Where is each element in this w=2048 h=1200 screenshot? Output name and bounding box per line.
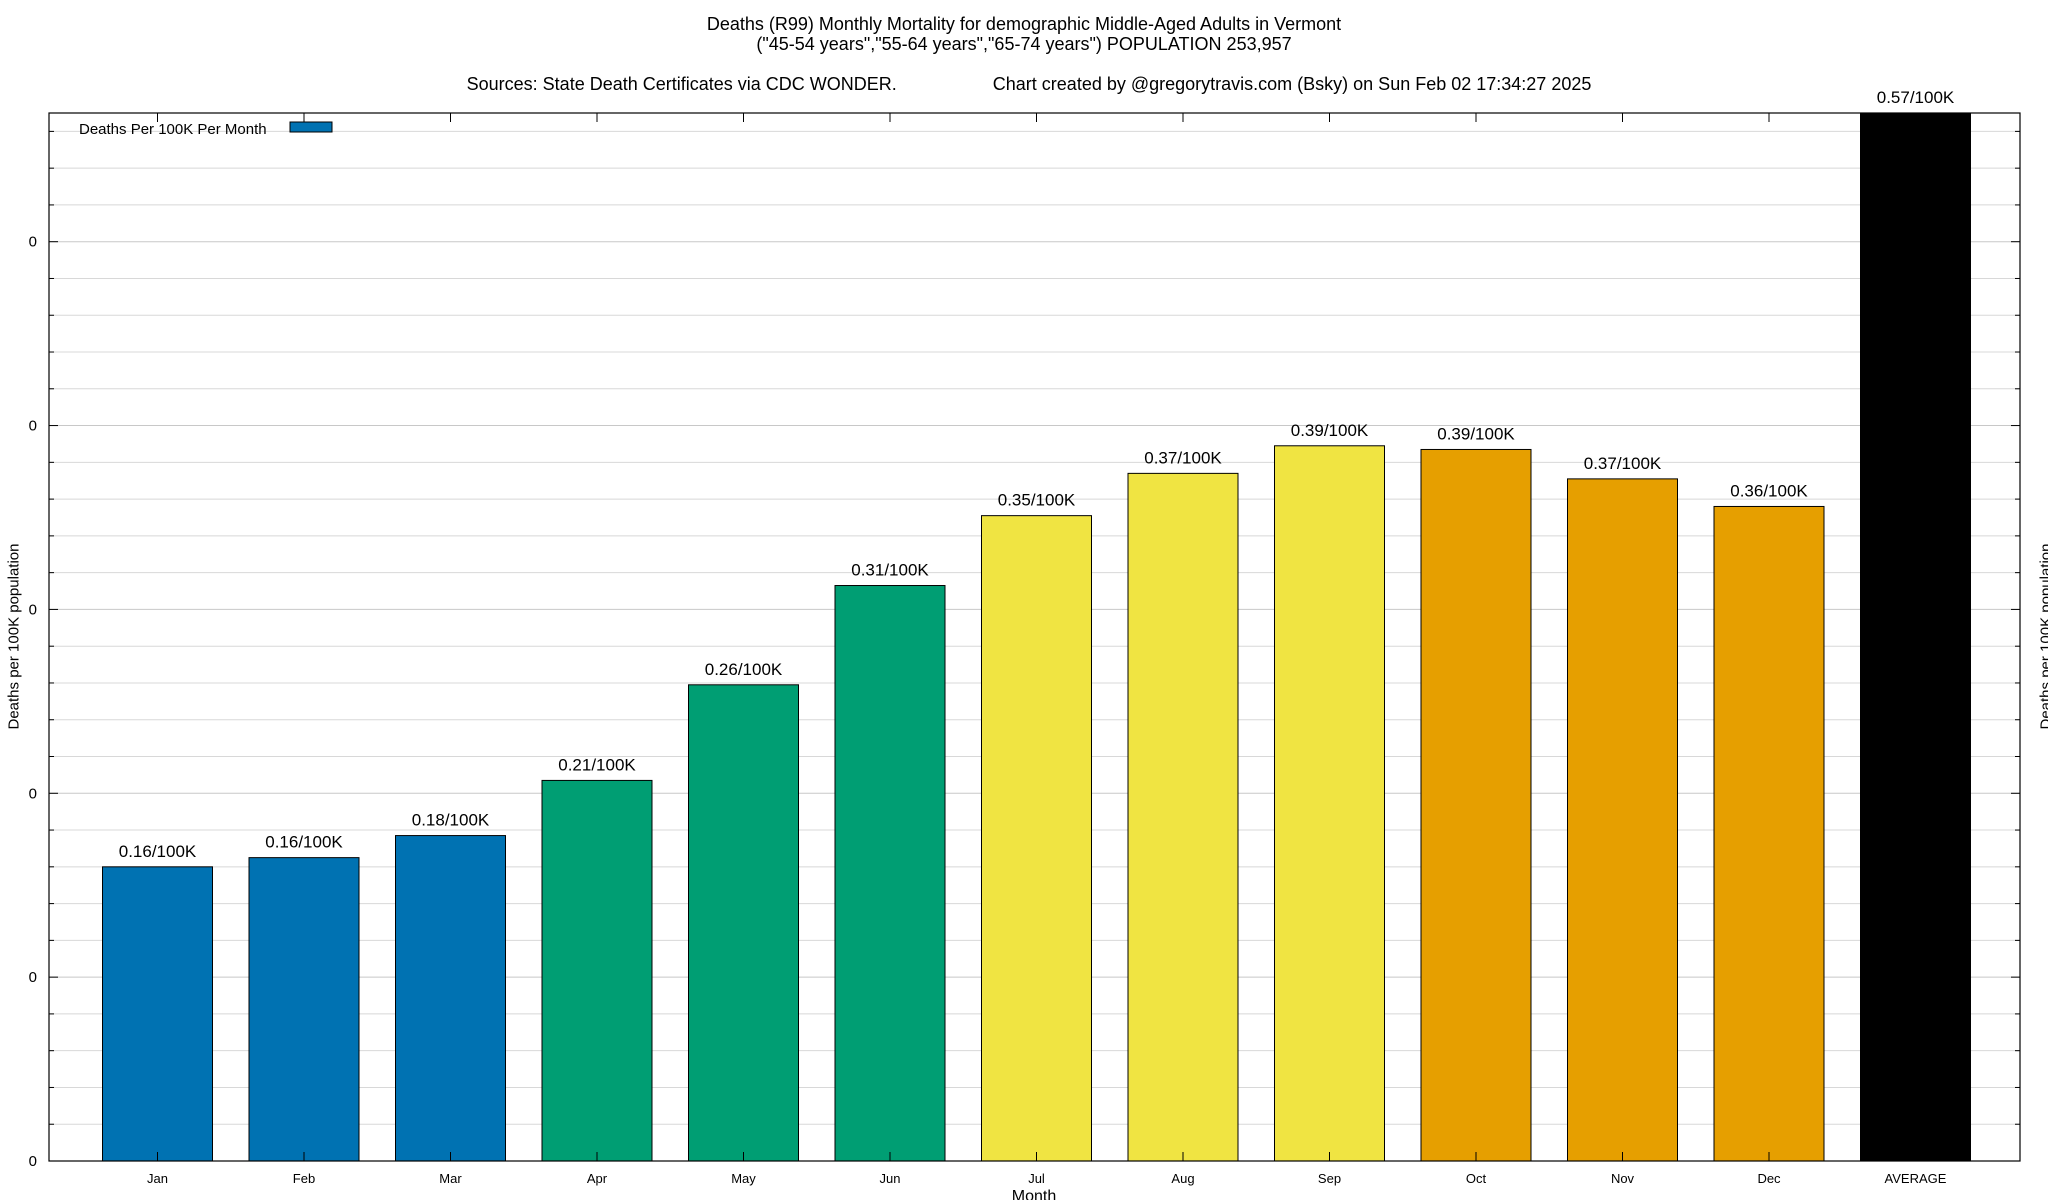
bar-may	[688, 684, 799, 1162]
bar-jun	[834, 585, 946, 1162]
x-axis-label: Month	[1012, 1188, 1056, 1200]
x-tick-label: Mar	[439, 1171, 462, 1186]
bar-feb	[248, 857, 360, 1162]
x-tick-label: Jan	[147, 1171, 168, 1186]
value-labels: 0.16/100K 0.16/100K 0.18/100K 0.21/100K 0.26…	[119, 88, 1955, 861]
data-label: 0.57/100K	[1877, 88, 1955, 107]
legend: Deaths Per 100K Per Month	[79, 121, 333, 138]
data-label: 0.31/100K	[851, 561, 929, 580]
bars	[102, 112, 1971, 1162]
y-tick-label: 0	[29, 418, 37, 435]
x-tick-label: Sep	[1318, 1171, 1341, 1186]
y-tick-label: 0	[29, 601, 37, 618]
data-label: 0.21/100K	[558, 755, 636, 774]
data-label: 0.16/100K	[265, 833, 343, 852]
bar-average	[1860, 112, 1971, 1162]
x-tick-label: Jul	[1028, 1171, 1045, 1186]
x-tick-label: Feb	[293, 1171, 315, 1186]
x-tick-label: Apr	[587, 1171, 608, 1186]
y-tick-label: 0	[29, 234, 37, 251]
bar-oct	[1420, 448, 1532, 1162]
data-label: 0.37/100K	[1584, 454, 1662, 473]
y-axis-label: Deaths per 100K population	[5, 543, 23, 730]
chart-title-line1: Deaths (R99) Monthly Mortality for demog…	[706, 14, 1342, 34]
legend-label: Deaths Per 100K Per Month	[79, 121, 267, 138]
data-label: 0.39/100K	[1437, 424, 1515, 443]
x-tick-label: Jun	[880, 1171, 901, 1186]
x-tick-label: AVERAGE	[1885, 1171, 1947, 1186]
bar-mar	[395, 835, 506, 1162]
bar-apr	[541, 779, 653, 1162]
y-tick-label: 0	[29, 1153, 37, 1170]
bar-jan	[102, 866, 213, 1162]
credit-text: Chart created by @gregorytravis.com (Bsk…	[992, 74, 1592, 94]
x-tick-label: Dec	[1757, 1171, 1781, 1186]
data-label: 0.18/100K	[412, 811, 490, 830]
x-tick-label: Nov	[1611, 1171, 1635, 1186]
data-label: 0.39/100K	[1291, 421, 1369, 440]
bar-sep	[1274, 445, 1385, 1162]
y-tick-label: 0	[29, 969, 37, 986]
data-label: 0.35/100K	[998, 491, 1076, 510]
legend-swatch	[289, 121, 333, 133]
plot-frame	[48, 112, 2021, 1162]
bar-dec	[1713, 505, 1825, 1162]
bar-aug	[1127, 472, 1239, 1162]
x-tick-label: Oct	[1466, 1171, 1487, 1186]
data-label: 0.36/100K	[1730, 481, 1808, 500]
data-label: 0.26/100K	[705, 660, 783, 679]
data-label: 0.37/100K	[1144, 448, 1222, 467]
x-tick-label: May	[731, 1171, 756, 1186]
bar-nov	[1567, 478, 1678, 1162]
bar-jul	[981, 515, 1092, 1162]
y-tick-label: 0	[29, 785, 37, 802]
sources-text: Sources: State Death Certificates via CD…	[466, 74, 897, 94]
chart-title-line3: Sources: State Death Certificates via CD…	[0, 54, 2048, 94]
axis-ticks: 0 0 0 0 0 0 Jan Feb Mar Apr May Jun Jul Aug Sep Oct Nov D…	[29, 113, 2020, 1186]
data-label: 0.16/100K	[119, 842, 197, 861]
x-tick-label: Aug	[1171, 1171, 1194, 1186]
y2-axis-label: Deaths per 100K population	[2037, 543, 2048, 730]
chart-title-line2: ("45-54 years","55-64 years","65-74 year…	[756, 34, 1292, 54]
